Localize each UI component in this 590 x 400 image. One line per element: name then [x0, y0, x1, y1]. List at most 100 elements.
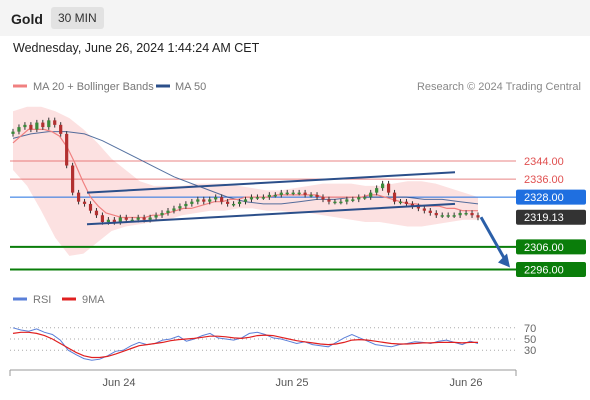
candle-body	[154, 215, 158, 218]
candle-body	[23, 124, 27, 128]
candle-body	[470, 212, 474, 216]
candle-body	[214, 197, 218, 200]
price-label-box	[516, 209, 586, 225]
timeframe-button[interactable]: 30 MIN	[51, 7, 104, 29]
candle-body	[226, 201, 230, 204]
candle-body	[357, 197, 361, 200]
candle-body	[243, 199, 248, 202]
candle-body	[309, 194, 313, 197]
candle-body	[106, 219, 110, 222]
legend-label-ma20: MA 20 + Bollinger Bands	[33, 81, 154, 93]
rsi-y-tick-label: 70	[524, 323, 536, 335]
candle-body	[184, 203, 188, 207]
candle-body	[136, 217, 140, 220]
rsi-y-tick-label: 30	[524, 345, 536, 357]
price-level-label: 2319.13	[524, 212, 564, 224]
candle-body	[440, 215, 444, 217]
legend-label-ma50: MA 50	[175, 81, 206, 93]
candle-body	[53, 120, 57, 125]
price-plot: 2344.00 2336.00 2328.00 2319.13 2306.00 2296.…	[10, 106, 586, 277]
channel-lower-line	[86, 202, 456, 226]
candle-body	[261, 197, 265, 199]
candle-body	[100, 215, 105, 222]
candle-body	[237, 201, 242, 204]
candle-body	[82, 201, 87, 204]
price-level-label: 2306.00	[524, 242, 564, 254]
forecast-arrow-shaft	[479, 216, 508, 263]
candle-body	[351, 199, 355, 201]
candle-body	[94, 210, 99, 216]
candle-body	[327, 199, 331, 202]
candle-body	[148, 217, 152, 220]
candle-body	[178, 206, 182, 209]
x-tick-label: Jun 25	[275, 377, 308, 389]
candle-body	[476, 215, 480, 218]
candle-body	[422, 208, 426, 211]
candle-body	[369, 192, 373, 198]
candle-body	[172, 208, 176, 211]
candle-body	[112, 219, 116, 222]
candle-body	[130, 219, 134, 222]
bollinger-band-area	[13, 106, 478, 256]
price-level-label: 2336.00	[524, 174, 564, 186]
candle-body	[17, 127, 21, 132]
x-tick-label: Jun 24	[102, 377, 135, 389]
candle-body	[446, 215, 450, 217]
candle-body	[291, 192, 295, 195]
candle-body	[76, 192, 81, 202]
candle-body	[59, 124, 63, 134]
x-tick-label: Jun 26	[449, 377, 482, 389]
candle-body	[333, 201, 337, 204]
candle-body	[166, 210, 170, 213]
candle-body	[434, 212, 438, 216]
candle-body	[273, 194, 277, 197]
candle-body	[190, 201, 194, 204]
candle-body	[428, 210, 432, 213]
forecast-arrow-head	[498, 253, 510, 268]
candle-body	[321, 197, 325, 200]
candle-body	[339, 201, 343, 204]
candle-body	[47, 120, 51, 128]
price-label-box	[516, 239, 586, 255]
rsi-y-tick-label: 50	[524, 334, 536, 346]
candle-body	[71, 165, 75, 193]
candle-body	[285, 192, 289, 195]
candle-body	[398, 201, 403, 204]
candle-body	[267, 194, 271, 198]
candle-body	[249, 197, 254, 200]
candle-body	[88, 203, 93, 211]
candle-body	[404, 201, 409, 204]
candle-body	[345, 199, 349, 202]
candle-body	[11, 131, 15, 134]
chart-datetime: Wednesday, June 26, 2024 1:44:24 AM CET	[13, 41, 260, 55]
channel-upper-line	[86, 171, 456, 194]
candle-body	[297, 192, 301, 195]
candle-body	[231, 203, 236, 206]
candle-body	[386, 183, 391, 193]
candle-body	[142, 217, 146, 220]
price-level-label: 2328.00	[524, 192, 564, 204]
candle-body	[464, 212, 468, 215]
candle-body	[363, 197, 367, 199]
price-label-box	[516, 189, 586, 205]
legend-label-rsi: RSI	[33, 294, 51, 306]
candle-body	[375, 188, 379, 193]
candle-body	[202, 199, 206, 202]
candle-body	[208, 199, 212, 202]
candle-body	[381, 183, 385, 189]
candle-body	[255, 197, 260, 199]
candle-body	[452, 215, 456, 217]
candle-body	[410, 203, 415, 207]
symbol-title: Gold	[11, 11, 43, 27]
candle-body	[196, 199, 200, 202]
candle-body	[315, 194, 319, 198]
candle-body	[29, 124, 33, 130]
candle-body	[458, 212, 462, 216]
candle-body	[416, 206, 420, 209]
rsi-ma-line	[12, 331, 478, 359]
candle-body	[118, 217, 122, 222]
candle-body	[160, 212, 164, 216]
candle-body	[392, 192, 397, 202]
title-bar: Gold 30 MIN	[0, 0, 590, 36]
